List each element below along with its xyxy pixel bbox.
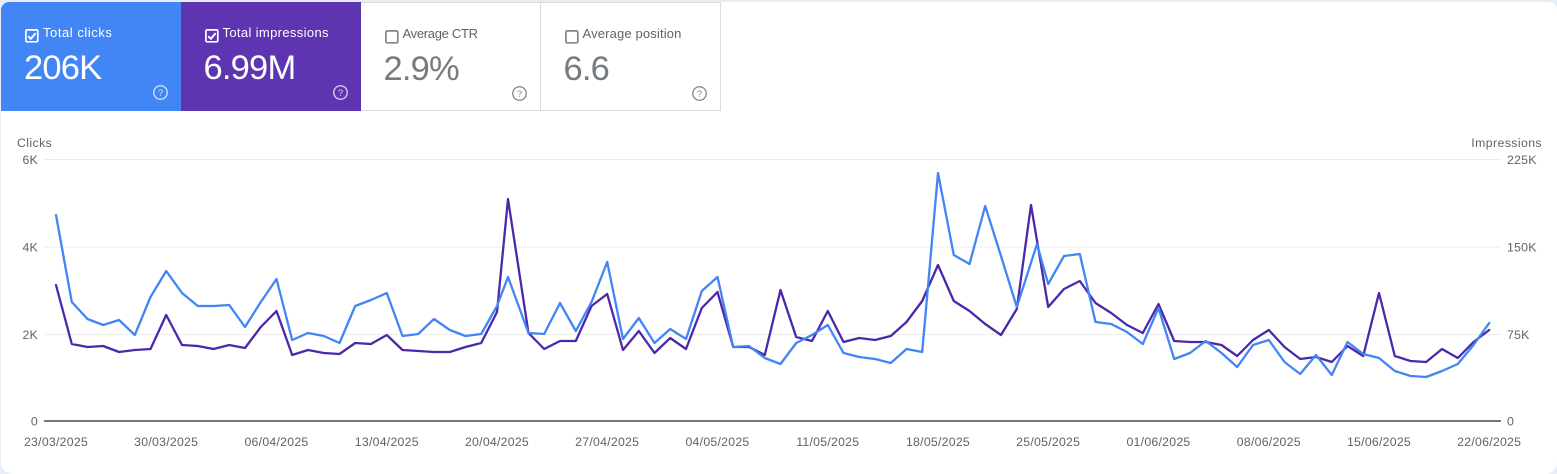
svg-text:225K: 225K xyxy=(1507,153,1537,167)
svg-text:08/06/2025: 08/06/2025 xyxy=(1237,435,1301,449)
svg-text:20/04/2025: 20/04/2025 xyxy=(465,435,529,449)
svg-text:27/04/2025: 27/04/2025 xyxy=(575,435,639,449)
svg-text:06/04/2025: 06/04/2025 xyxy=(244,435,308,449)
svg-text:Impressions: Impressions xyxy=(1471,136,1542,150)
svg-text:150K: 150K xyxy=(1507,241,1537,255)
svg-text:6K: 6K xyxy=(22,153,38,167)
svg-text:04/05/2025: 04/05/2025 xyxy=(685,435,749,449)
svg-text:4K: 4K xyxy=(22,241,38,255)
svg-text:15/06/2025: 15/06/2025 xyxy=(1347,435,1411,449)
svg-text:23/03/2025: 23/03/2025 xyxy=(24,435,88,449)
svg-text:22/06/2025: 22/06/2025 xyxy=(1457,435,1521,449)
svg-text:0: 0 xyxy=(1507,415,1514,429)
svg-text:30/03/2025: 30/03/2025 xyxy=(134,435,198,449)
svg-text:?: ? xyxy=(337,88,342,99)
svg-text:?: ? xyxy=(158,88,163,99)
svg-text:0: 0 xyxy=(31,415,38,429)
svg-text:Clicks: Clicks xyxy=(17,136,52,150)
svg-text:18/05/2025: 18/05/2025 xyxy=(906,435,970,449)
svg-text:13/04/2025: 13/04/2025 xyxy=(355,435,419,449)
svg-text:11/05/2025: 11/05/2025 xyxy=(796,435,859,449)
svg-text:25/05/2025: 25/05/2025 xyxy=(1016,435,1080,449)
svg-text:01/06/2025: 01/06/2025 xyxy=(1126,435,1190,449)
svg-text:75K: 75K xyxy=(1507,328,1530,342)
svg-text:?: ? xyxy=(516,89,521,100)
svg-text:2K: 2K xyxy=(22,328,38,342)
svg-text:?: ? xyxy=(696,89,701,100)
